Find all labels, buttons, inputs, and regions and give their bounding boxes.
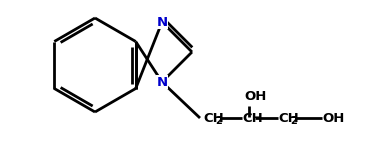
Text: CH: CH [278,112,299,125]
Text: OH: OH [322,112,344,125]
Text: CH: CH [242,112,263,125]
Text: CH: CH [203,112,224,125]
Text: 2: 2 [216,116,222,126]
Text: OH: OH [244,89,266,103]
Text: N: N [157,76,168,88]
Text: 2: 2 [290,116,297,126]
Text: N: N [157,16,168,29]
